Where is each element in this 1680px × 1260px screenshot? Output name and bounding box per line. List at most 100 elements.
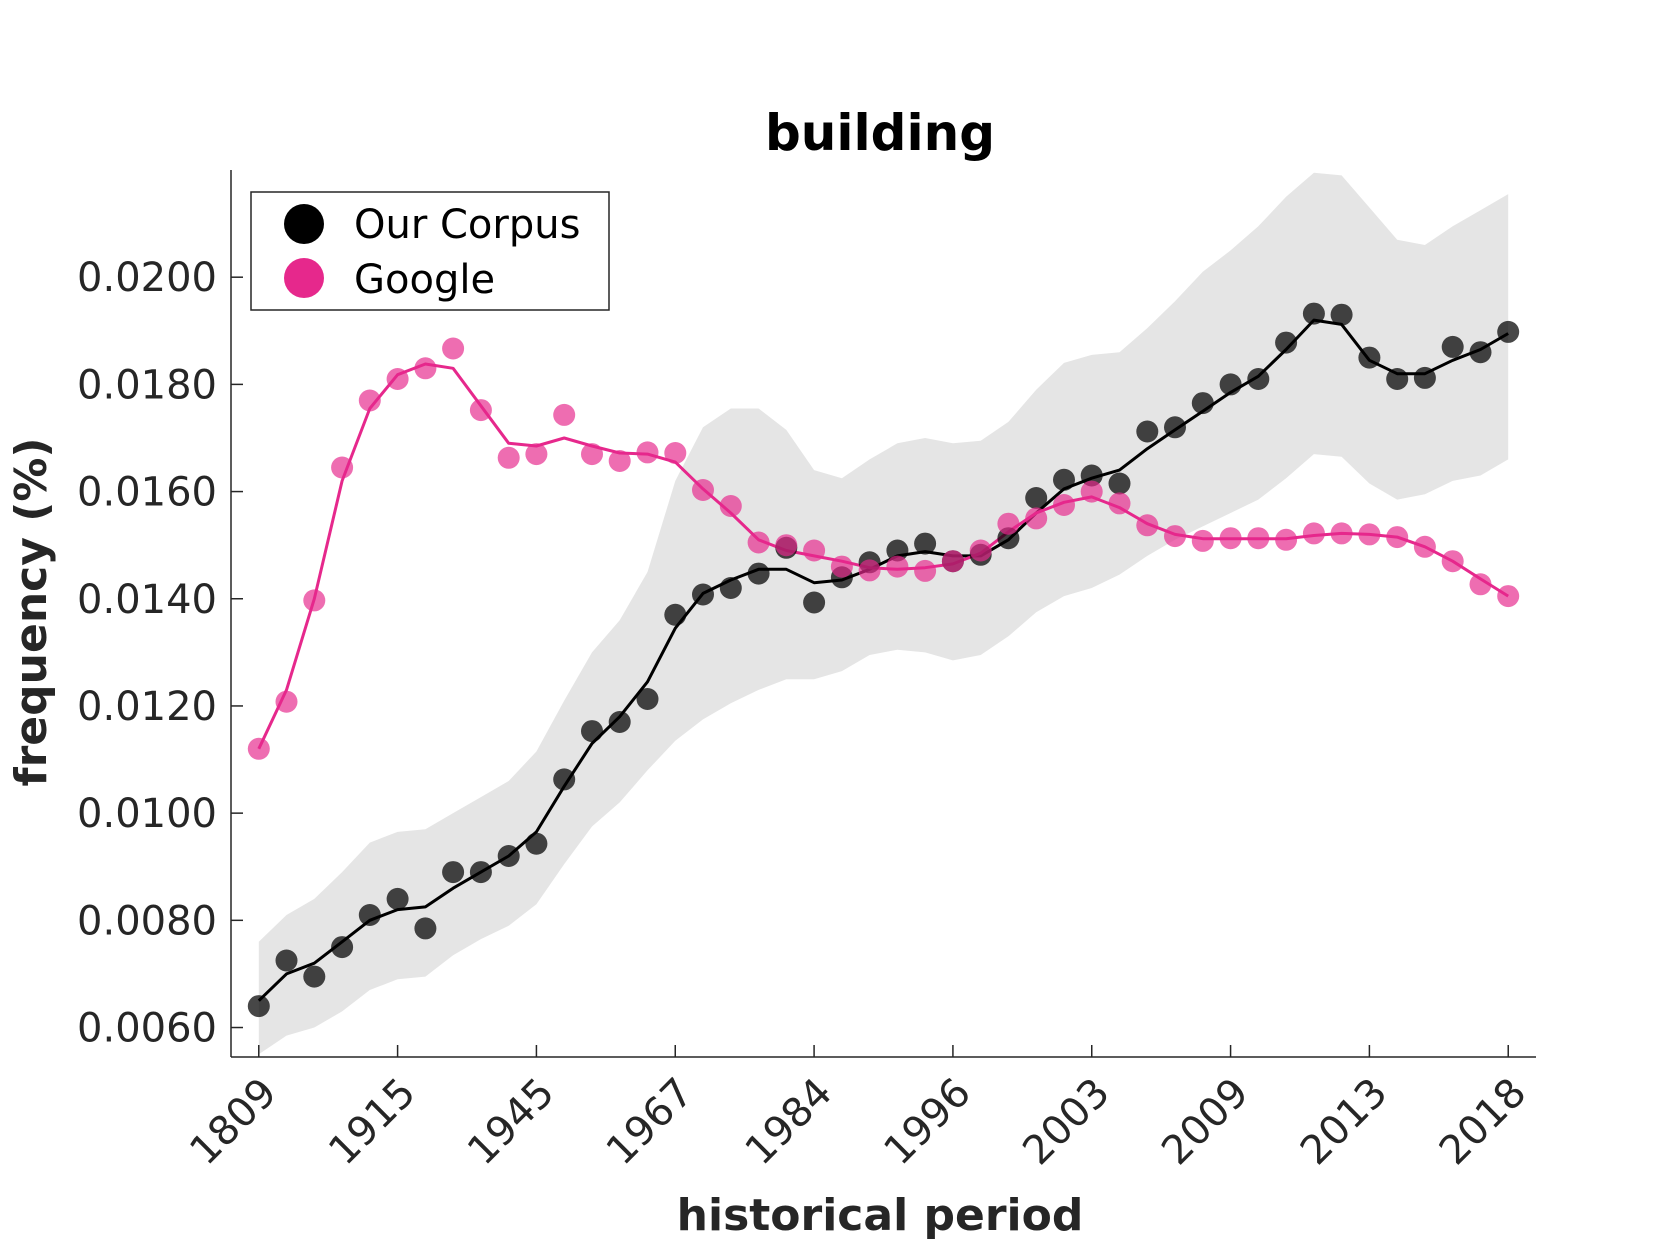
x-tick-label: 2009 — [1153, 1070, 1258, 1175]
our-corpus-data-point — [1108, 472, 1131, 495]
google-data-point — [608, 450, 631, 472]
x-tick-label: 1915 — [320, 1070, 425, 1175]
google-data-point — [969, 539, 992, 562]
our-corpus-data-point — [386, 887, 409, 910]
our-corpus-data-point — [1275, 331, 1298, 354]
google-data-point — [914, 559, 937, 582]
series-lines — [257, 318, 1509, 1002]
our-corpus-data-point — [331, 936, 354, 959]
x-axis-label: historical period — [677, 1190, 1084, 1241]
our-corpus-data-point — [358, 904, 381, 926]
x-tick-label: 2003 — [1014, 1070, 1119, 1175]
y-tick-label: 0.0060 — [77, 1006, 217, 1052]
our-corpus-data-point — [1441, 335, 1464, 358]
google-data-point — [719, 495, 742, 517]
x-tick-label: 2018 — [1431, 1070, 1536, 1175]
our-corpus-data-point — [1497, 320, 1520, 343]
our-corpus-confidence-band — [258, 172, 1509, 1055]
our-corpus-data-point — [914, 532, 937, 555]
our-corpus-data-point — [747, 562, 770, 585]
google-data-point — [1025, 507, 1048, 530]
our-corpus-data-point — [664, 603, 687, 626]
our-corpus-data-point — [1358, 346, 1381, 369]
google-data-point — [1386, 526, 1409, 549]
google-data-point — [275, 690, 298, 713]
y-tick-label: 0.0180 — [77, 362, 217, 408]
our-corpus-smoothed-line — [257, 318, 1509, 1002]
google-data-point — [1164, 525, 1186, 548]
y-tick-label: 0.0080 — [77, 898, 217, 944]
google-data-point — [414, 357, 437, 380]
google-data-point — [1330, 522, 1353, 545]
google-data-point — [497, 446, 520, 469]
y-tick-label: 0.0160 — [77, 470, 217, 516]
google-data-point — [1136, 514, 1159, 537]
legend-marker-our-corpus — [284, 204, 324, 244]
google-data-point — [247, 737, 270, 760]
our-corpus-data-point — [497, 845, 520, 867]
chart-title: building — [765, 104, 995, 162]
google-data-point — [1080, 480, 1103, 503]
google-data-point — [1247, 527, 1270, 550]
our-corpus-data-point — [803, 591, 826, 614]
google-data-point — [303, 589, 326, 612]
y-tick-label: 0.0140 — [77, 577, 217, 623]
google-data-point — [581, 443, 603, 466]
our-corpus-data-point — [886, 539, 909, 562]
google-data-point — [1469, 573, 1492, 596]
x-tick-label: 1996 — [875, 1070, 980, 1175]
google-data-point — [941, 550, 964, 573]
google-data-point — [830, 555, 853, 578]
our-corpus-data-point — [1053, 468, 1075, 491]
our-corpus-data-point — [525, 832, 548, 855]
legend: Our Corpus Google — [250, 191, 610, 311]
x-tick-label: 2013 — [1292, 1070, 1397, 1175]
our-corpus-data-point — [442, 861, 465, 884]
x-tick-label: 1967 — [598, 1070, 703, 1175]
y-axis-label: frequency (%) — [6, 437, 57, 786]
x-tick-label: 1945 — [459, 1070, 564, 1175]
legend-marker-google — [284, 258, 324, 298]
google-data-point — [886, 555, 909, 578]
legend-label-our-corpus: Our Corpus — [354, 202, 580, 248]
google-data-point — [1358, 523, 1381, 546]
y-tick-label: 0.0120 — [77, 684, 217, 730]
our-corpus-data-point — [608, 711, 631, 733]
google-smoothed-line — [257, 362, 1509, 750]
our-corpus-data-point — [1080, 464, 1103, 487]
our-corpus-data-point — [692, 583, 714, 606]
our-corpus-data-point — [1136, 420, 1159, 443]
our-corpus-data-point — [581, 720, 603, 743]
our-corpus-data-point — [1386, 368, 1409, 390]
series-points — [247, 302, 1520, 1018]
our-corpus-data-point — [1469, 341, 1492, 364]
our-corpus-data-point — [1330, 303, 1353, 326]
our-corpus-data-point — [247, 995, 270, 1018]
our-corpus-data-point — [469, 861, 492, 884]
google-data-point — [997, 512, 1020, 535]
google-data-point — [358, 389, 381, 412]
our-corpus-data-point — [1413, 366, 1436, 389]
confidence-band-layer — [258, 172, 1509, 1055]
google-data-point — [553, 403, 576, 426]
our-corpus-data-point — [636, 688, 659, 710]
legend-label-google: Google — [354, 257, 495, 303]
google-data-point — [747, 531, 770, 554]
our-corpus-data-point — [1219, 373, 1242, 396]
y-tick-label: 0.0200 — [77, 255, 217, 301]
google-data-point — [1413, 535, 1436, 558]
x-tick-label: 1984 — [737, 1070, 842, 1175]
google-data-point — [1497, 585, 1520, 608]
google-data-point — [1441, 550, 1464, 573]
our-corpus-data-point — [303, 965, 326, 988]
google-data-point — [525, 443, 548, 466]
google-data-point — [1053, 494, 1075, 516]
google-data-point — [469, 399, 492, 422]
google-data-point — [692, 479, 714, 501]
y-tick-label: 0.0100 — [77, 791, 217, 837]
x-tick-label: 1809 — [181, 1070, 286, 1175]
google-data-point — [386, 368, 409, 390]
our-corpus-data-point — [1247, 368, 1270, 390]
